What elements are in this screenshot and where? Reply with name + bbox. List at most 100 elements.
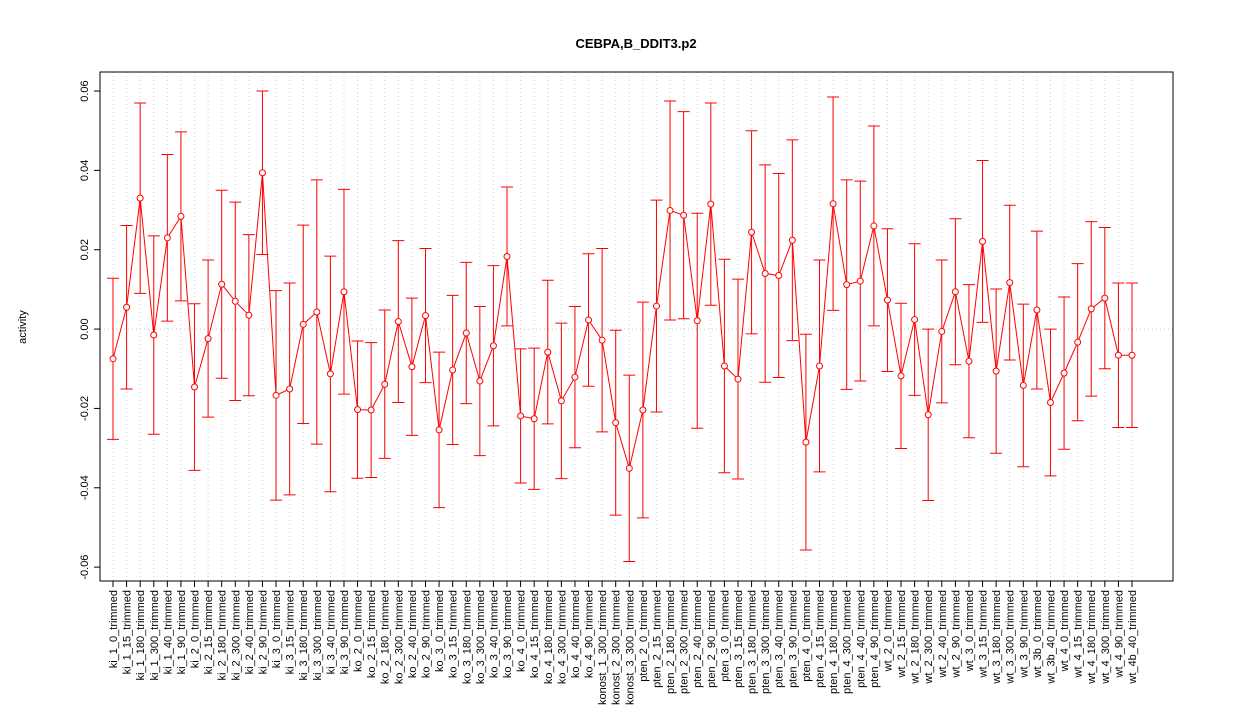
- data-point: [462, 329, 470, 337]
- data-point: [286, 385, 294, 393]
- x-tick-label: wt_4_15_trimmed: [1073, 590, 1085, 678]
- x-tick-label: ki_2_15_trimmed: [203, 590, 215, 674]
- data-point: [476, 377, 484, 385]
- x-tick-label: ko_2_15_trimmed: [366, 590, 378, 678]
- y-tick-label: 0.06: [79, 80, 91, 101]
- data-point: [557, 397, 565, 405]
- x-tick-label: wt_4_0_trimmed: [1059, 590, 1071, 672]
- x-tick-label: ko_4_40_trimmed: [570, 590, 582, 678]
- chart-title: CEBPA,B_DDIT3.p2: [575, 36, 696, 51]
- x-tick-label: konost_2_300_trimmed: [611, 590, 623, 705]
- data-point: [313, 308, 321, 316]
- data-point: [720, 362, 728, 370]
- x-tick-label: ki_3_15_trimmed: [285, 590, 297, 674]
- data-point: [231, 297, 239, 305]
- data-point: [1101, 294, 1109, 302]
- x-tick-label: ko_4_0_trimmed: [516, 590, 528, 672]
- x-tick-label: wt_3b_0_trimmed: [1032, 590, 1044, 678]
- x-tick-label: ko_3_90_trimmed: [502, 590, 514, 678]
- x-tick-label: ki_3_90_trimmed: [339, 590, 351, 674]
- data-point: [734, 375, 742, 383]
- x-tick-label: wt_4_90_trimmed: [1113, 590, 1125, 678]
- data-point: [924, 411, 932, 419]
- x-tick-label: ki_1_40_trimmed: [162, 590, 174, 674]
- x-tick-label: wt_2_0_trimmed: [882, 590, 894, 672]
- data-point: [354, 406, 362, 414]
- data-point: [965, 357, 973, 365]
- x-tick-label: ko_4_90_trimmed: [584, 590, 596, 678]
- x-tick-label: ko_4_180_trimmed: [543, 590, 555, 684]
- data-point: [204, 335, 212, 343]
- x-tick-label: wt_3b_40_trimmed: [1045, 590, 1057, 685]
- x-tick-label: pten_4_180_trimmed: [828, 590, 840, 694]
- data-point: [693, 317, 701, 325]
- x-tick-label: konost_3_300_trimmed: [624, 590, 636, 705]
- data-point: [1114, 351, 1122, 359]
- data-point: [856, 277, 864, 285]
- x-tick-label: ki_3_0_trimmed: [271, 590, 283, 668]
- data-point: [897, 372, 905, 380]
- x-tick-label: ki_1_90_trimmed: [176, 590, 188, 674]
- x-tick-label: ko_3_300_trimmed: [475, 590, 487, 684]
- x-tick-label: pten_3_15_trimmed: [733, 590, 745, 688]
- data-point: [802, 438, 810, 446]
- y-tick-label: 0.00: [79, 318, 91, 339]
- data-point: [272, 391, 280, 399]
- y-tick-label: -0.04: [79, 475, 91, 500]
- x-tick-label: pten_3_40_trimmed: [774, 590, 786, 688]
- data-point: [517, 412, 525, 420]
- data-point: [625, 464, 633, 472]
- x-tick-label: ko_3_180_trimmed: [461, 590, 473, 684]
- x-tick-label: wt_3_15_trimmed: [978, 590, 990, 678]
- data-point: [381, 380, 389, 388]
- x-tick-label: pten_4_40_trimmed: [855, 590, 867, 688]
- x-tick-label: wt_4b_40_trimmed: [1127, 590, 1139, 685]
- x-tick-label: ko_3_40_trimmed: [488, 590, 500, 678]
- x-tick-label: pten_2_0_trimmed: [638, 590, 650, 682]
- data-point: [394, 318, 402, 326]
- x-tick-label: pten_2_300_trimmed: [679, 590, 691, 694]
- x-tick-label: ki_2_0_trimmed: [190, 590, 202, 668]
- data-point: [299, 320, 307, 328]
- x-tick-label: wt_3_0_trimmed: [964, 590, 976, 672]
- y-tick-label: 0.02: [79, 239, 91, 260]
- x-tick-label: ko_3_0_trimmed: [434, 590, 446, 672]
- data-point: [177, 212, 185, 220]
- x-tick-label: ko_2_0_trimmed: [353, 590, 365, 672]
- data-point: [435, 426, 443, 434]
- data-point: [1087, 305, 1095, 313]
- x-tick-label: wt_2_40_trimmed: [937, 590, 949, 678]
- data-point: [150, 331, 158, 339]
- x-tick-label: pten_3_180_trimmed: [747, 590, 759, 694]
- x-tick-label: wt_2_300_trimmed: [923, 590, 935, 685]
- x-tick-label: ki_2_90_trimmed: [257, 590, 269, 674]
- x-tick-label: pten_4_90_trimmed: [869, 590, 881, 688]
- x-tick-label: ki_1_180_trimmed: [135, 590, 147, 681]
- x-tick-label: ko_2_40_trimmed: [407, 590, 419, 678]
- x-tick-label: pten_2_15_trimmed: [651, 590, 663, 688]
- data-point: [612, 419, 620, 427]
- data-point: [1128, 351, 1136, 359]
- x-tick-label: konost_1_300_trimmed: [597, 590, 609, 705]
- data-point: [1060, 369, 1068, 377]
- data-point: [666, 206, 674, 214]
- data-point: [761, 270, 769, 278]
- data-point: [123, 303, 131, 311]
- x-tick-label: wt_2_180_trimmed: [910, 590, 922, 685]
- plot-frame: [99, 71, 1174, 582]
- data-point: [218, 280, 226, 288]
- x-tick-label: ko_2_300_trimmed: [393, 590, 405, 684]
- y-tick-label: -0.06: [79, 555, 91, 580]
- data-point: [979, 237, 987, 245]
- data-point: [911, 316, 919, 324]
- data-point: [748, 228, 756, 236]
- x-tick-label: ko_4_15_trimmed: [529, 590, 541, 678]
- data-point: [788, 236, 796, 244]
- x-tick-label: ko_3_15_trimmed: [448, 590, 460, 678]
- data-point: [680, 211, 688, 219]
- x-tick-label: pten_3_90_trimmed: [787, 590, 799, 688]
- data-point: [816, 362, 824, 370]
- data-point: [340, 288, 348, 296]
- data-point: [136, 194, 144, 202]
